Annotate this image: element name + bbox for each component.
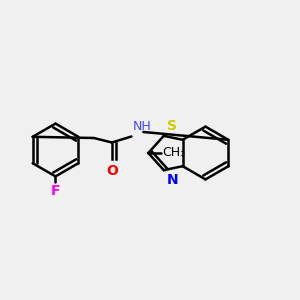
Text: CH₃: CH₃ [163, 146, 186, 160]
Text: F: F [51, 184, 60, 198]
Text: N: N [167, 173, 178, 187]
Text: O: O [106, 164, 118, 178]
Text: S: S [167, 119, 177, 133]
Text: NH: NH [133, 121, 152, 134]
